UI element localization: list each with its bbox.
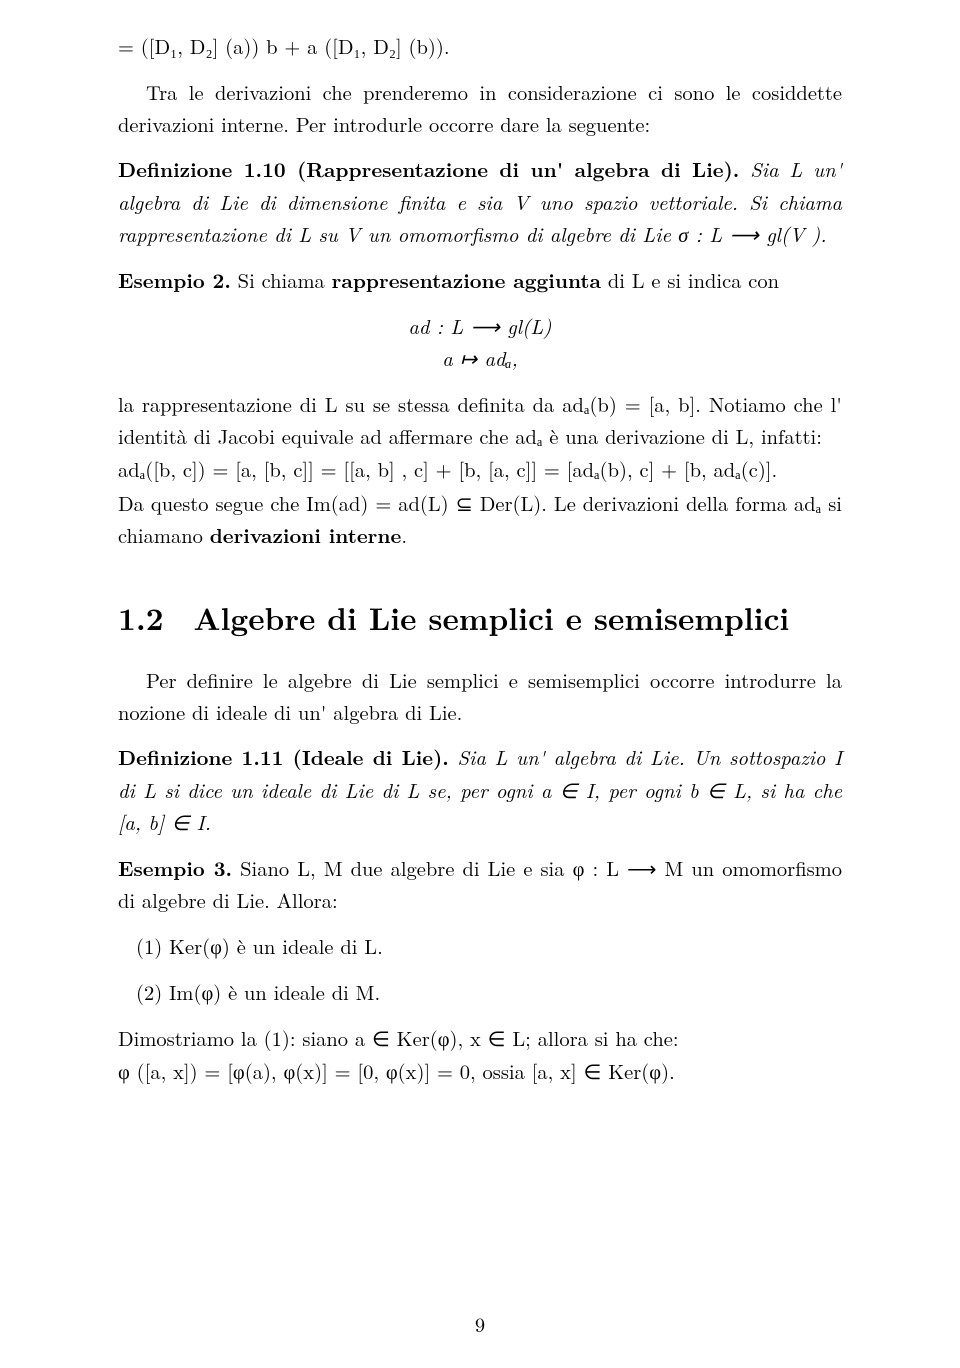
section-1-2-number: 1.2 — [118, 596, 164, 640]
section-1-2-title: Algebre di Lie semplici e semisemplici — [194, 596, 790, 640]
proof-line-2: φ ([a, x]) = [φ(a), φ(x)] = [0, φ(x)] = … — [118, 1055, 842, 1087]
definition-1-10: Definizione 1.10 (Rappresentazione di un… — [118, 153, 842, 249]
example-2-term: rappresentazione aggiunta — [332, 266, 601, 295]
paragraph-ad-3-term: derivazioni interne — [210, 521, 402, 550]
definition-1-11: Definizione 1.11 (Ideale di Lie). Sia L … — [118, 741, 842, 837]
paragraph-section-intro: Per definire le algebre di Lie semplici … — [118, 664, 842, 728]
example-2-text1: Si chiama — [231, 265, 332, 294]
example-2-text2: di L e si indica con — [601, 265, 779, 294]
example-2: Esempio 2. Si chiama rappresentazione ag… — [118, 264, 842, 297]
paragraph-ad-1: la rappresentazione di L su se stessa de… — [118, 388, 842, 452]
page: = ([D₁, D₂] (a)) b + a ([D₁, D₂] (b)). T… — [0, 0, 960, 1368]
example-2-label: Esempio 2. — [118, 266, 231, 295]
paragraph-ad-2: adₐ([b, c]) = [a, [b, c]] = [[a, b] , c]… — [118, 453, 842, 485]
paragraph-ad-3: Da questo segue che Im(ad) = ad(L) ⊆ Der… — [118, 487, 842, 552]
paragraph-intro: Tra le derivazioni che prenderemo in con… — [118, 76, 842, 140]
definition-1-10-label: Definizione 1.10 (Rappresentazione di un… — [118, 155, 739, 184]
section-1-2-heading: 1.2 Algebre di Lie semplici e semisemplic… — [118, 594, 842, 642]
page-number: 9 — [0, 1308, 960, 1340]
equation-ad-line1: ad : L ⟶ gl(L) — [118, 310, 842, 342]
paragraph-ad-3c: . — [401, 520, 407, 549]
list-item-1: (1) Ker(φ) è un ideale di L. — [118, 930, 842, 962]
equation-leibniz: = ([D₁, D₂] (a)) b + a ([D₁, D₂] (b)). — [118, 30, 842, 62]
example-3: Esempio 3. Siano L, M due algebre di Lie… — [118, 852, 842, 917]
example-3-label: Esempio 3. — [118, 854, 232, 883]
list-item-2: (2) Im(φ) è un ideale di M. — [118, 976, 842, 1008]
equation-ad-map: ad : L ⟶ gl(L) a ↦ adₐ, — [118, 310, 842, 374]
equation-ad-line2: a ↦ adₐ, — [118, 342, 842, 374]
definition-1-11-label: Definizione 1.11 (Ideale di Lie). — [118, 743, 449, 772]
proof-line-1: Dimostriamo la (1): siano a ∈ Ker(φ), x … — [118, 1022, 842, 1054]
